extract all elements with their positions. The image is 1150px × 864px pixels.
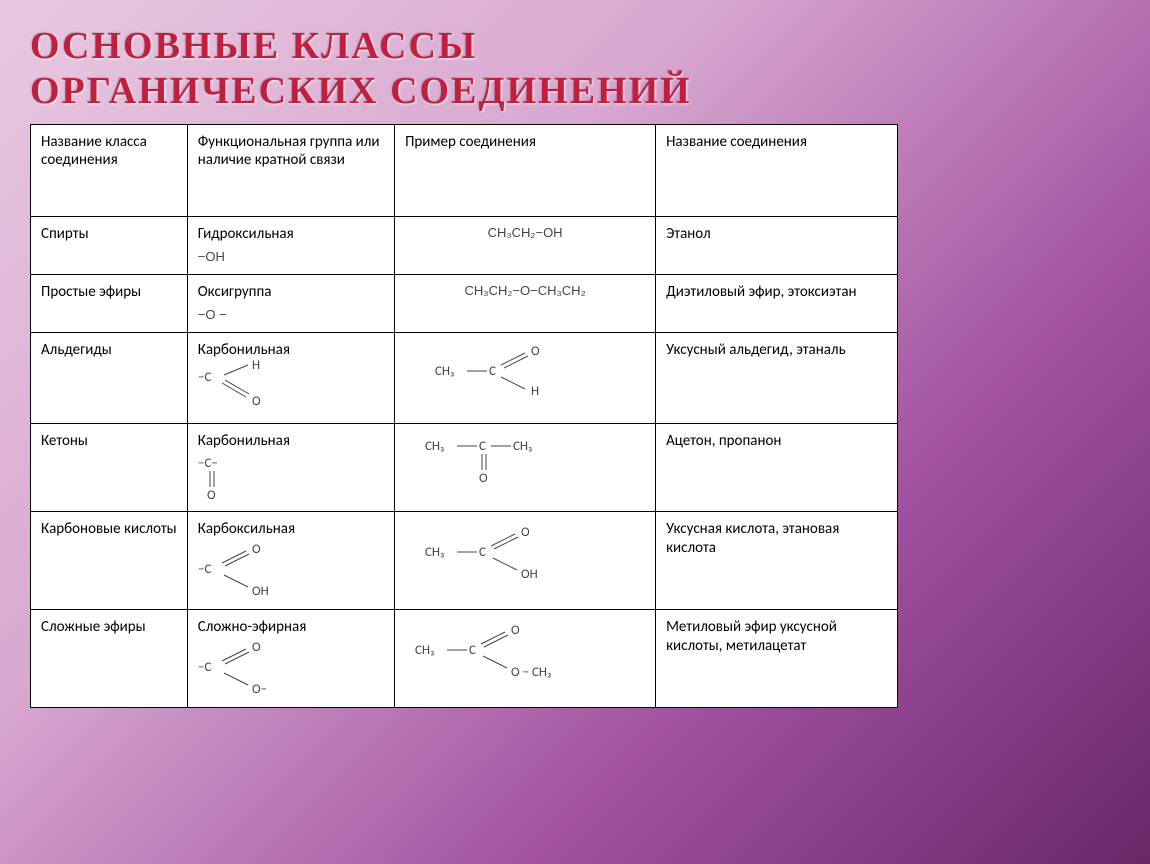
svg-text:CH₃: CH₃ <box>415 643 434 658</box>
table-row: Кетоны Карбонильная −C− O CH₃ C CH₃ <box>31 424 898 512</box>
svg-text:CH₃: CH₃ <box>435 364 454 379</box>
svg-text:C: C <box>479 439 486 454</box>
group-label: Карбоксильная <box>198 520 295 538</box>
svg-text:O−: O− <box>252 682 267 697</box>
title-line-2: ОРГАНИЧЕСКИХ СОЕДИНЕНИЙ <box>30 70 692 112</box>
svg-text:O: O <box>511 623 520 638</box>
cell-example: CH₃ C O H <box>395 332 656 424</box>
svg-text:CH₃: CH₃ <box>513 439 532 454</box>
cell-class-name: Карбоновые кислоты <box>31 512 188 610</box>
cell-class-name: Альдегиды <box>31 332 188 424</box>
svg-text:CH₃: CH₃ <box>425 439 444 454</box>
svg-text:O: O <box>252 640 261 655</box>
cell-group: Карбонильная −C H O <box>187 332 394 424</box>
svg-text:C: C <box>489 364 496 379</box>
cell-compound-name: Диэтиловый эфир, этоксиэтан <box>656 274 898 332</box>
group-structure-icon: −C− O <box>198 451 318 503</box>
cell-example: CH₃CH₂−O−CH₃CH₂ <box>395 274 656 332</box>
header-functional-group: Функциональная группа или наличие кратно… <box>187 124 394 216</box>
group-structure-icon: −C O O− <box>198 637 338 699</box>
table-row: Простые эфиры Оксигруппа −O − CH₃CH₂−O−C… <box>31 274 898 332</box>
svg-text:O − CH₃: O − CH₃ <box>511 665 551 680</box>
svg-text:O: O <box>521 525 530 540</box>
svg-text:−C: −C <box>198 660 211 675</box>
svg-text:C: C <box>479 545 486 560</box>
svg-text:O: O <box>252 542 261 557</box>
group-label: Карбонильная <box>198 341 290 359</box>
svg-text:OH: OH <box>252 584 269 599</box>
table-row: Сложные эфиры Сложно-эфирная −C O O− CH₃… <box>31 609 898 707</box>
cell-compound-name: Уксусная кислота, этановая кислота <box>656 512 898 610</box>
cell-compound-name: Метиловый эфир уксусной кислоты, метилац… <box>656 609 898 707</box>
example-structure-icon: CH₃ C CH₃ O <box>405 432 625 488</box>
compounds-table: Название класса соединения Функциональна… <box>30 124 898 708</box>
group-formula: −O − <box>198 307 384 323</box>
example-formula: CH₃CH₂−O−CH₃CH₂ <box>405 283 645 299</box>
group-label: Гидроксильная <box>198 225 294 243</box>
cell-class-name: Простые эфиры <box>31 274 188 332</box>
group-label: Оксигруппа <box>198 283 272 301</box>
svg-text:H: H <box>531 384 539 399</box>
header-class-name: Название класса соединения <box>31 124 188 216</box>
example-structure-icon: CH₃ C O H <box>405 341 605 401</box>
table-row: Альдегиды Карбонильная −C H O CH₃ C <box>31 332 898 424</box>
cell-class-name: Сложные эфиры <box>31 609 188 707</box>
svg-text:OH: OH <box>521 567 538 582</box>
cell-class-name: Кетоны <box>31 424 188 512</box>
cell-example: CH₃ C O OH <box>395 512 656 610</box>
header-compound-name: Название соединения <box>656 124 898 216</box>
header-example: Пример соединения <box>395 124 656 216</box>
svg-text:O: O <box>531 344 540 359</box>
svg-text:C: C <box>469 643 476 658</box>
group-label: Карбонильная <box>198 432 290 450</box>
table-row: Карбоновые кислоты Карбоксильная −C O OH… <box>31 512 898 610</box>
group-structure-icon: −C H O <box>198 359 318 415</box>
example-structure-icon: CH₃ C O OH <box>405 520 625 586</box>
group-formula: −OH <box>198 249 384 265</box>
slide-title: ОСНОВНЫЕ КЛАССЫ ОРГАНИЧЕСКИХ СОЕДИНЕНИЙ <box>30 24 1120 114</box>
cell-group: Гидроксильная −OH <box>187 216 394 274</box>
table-row: Спирты Гидроксильная −OH CH₃CH₂−OH Этано… <box>31 216 898 274</box>
svg-text:−C−: −C− <box>198 456 218 471</box>
group-label: Сложно-эфирная <box>198 618 307 636</box>
slide-container: ОСНОВНЫЕ КЛАССЫ ОРГАНИЧЕСКИХ СОЕДИНЕНИЙ … <box>0 0 1150 732</box>
svg-text:O: O <box>252 394 261 409</box>
example-structure-icon: CH₃ C O O − CH₃ <box>405 618 645 686</box>
svg-text:H: H <box>252 359 260 373</box>
cell-group: Сложно-эфирная −C O O− <box>187 609 394 707</box>
example-formula: CH₃CH₂−OH <box>405 225 645 241</box>
table-header-row: Название класса соединения Функциональна… <box>31 124 898 216</box>
cell-group: Оксигруппа −O − <box>187 274 394 332</box>
cell-group: Карбонильная −C− O <box>187 424 394 512</box>
cell-example: CH₃ C O O − CH₃ <box>395 609 656 707</box>
cell-compound-name: Уксусный альдегид, этаналь <box>656 332 898 424</box>
svg-text:O: O <box>479 471 488 486</box>
cell-compound-name: Этанол <box>656 216 898 274</box>
svg-text:−C: −C <box>198 562 211 577</box>
cell-group: Карбоксильная −C O OH <box>187 512 394 610</box>
cell-example: CH₃ C CH₃ O <box>395 424 656 512</box>
svg-text:CH₃: CH₃ <box>425 545 444 560</box>
cell-example: CH₃CH₂−OH <box>395 216 656 274</box>
svg-text:O: O <box>207 488 216 503</box>
cell-compound-name: Ацетон, пропанон <box>656 424 898 512</box>
group-structure-icon: −C O OH <box>198 539 328 601</box>
cell-class-name: Спирты <box>31 216 188 274</box>
svg-text:−C: −C <box>198 370 211 385</box>
title-line-1: ОСНОВНЫЕ КЛАССЫ <box>30 25 477 67</box>
